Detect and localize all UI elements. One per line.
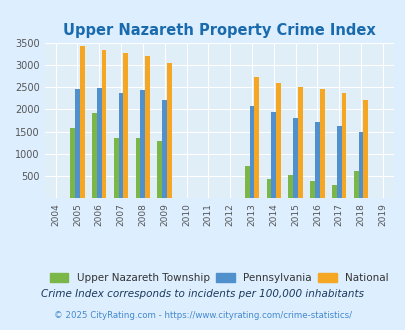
Bar	[288, 175, 292, 198]
Bar	[135, 138, 140, 198]
Bar	[297, 87, 302, 198]
Bar	[353, 171, 358, 198]
Bar	[266, 179, 271, 198]
Bar	[113, 138, 118, 198]
Bar	[275, 83, 280, 198]
Bar	[331, 185, 336, 198]
Bar	[145, 56, 150, 198]
Bar	[309, 181, 314, 198]
Bar	[118, 92, 123, 198]
Bar	[167, 63, 171, 198]
Text: © 2025 CityRating.com - https://www.cityrating.com/crime-statistics/: © 2025 CityRating.com - https://www.city…	[54, 312, 351, 320]
Bar	[70, 128, 75, 198]
Bar	[249, 106, 254, 198]
Title: Upper Nazareth Property Crime Index: Upper Nazareth Property Crime Index	[63, 22, 375, 38]
Bar	[336, 126, 341, 198]
Bar	[75, 89, 80, 198]
Legend: Upper Nazareth Township, Pennsylvania, National: Upper Nazareth Township, Pennsylvania, N…	[45, 268, 392, 287]
Bar	[92, 113, 96, 198]
Bar	[362, 100, 367, 198]
Bar	[319, 88, 324, 198]
Bar	[162, 100, 167, 198]
Bar	[341, 92, 345, 198]
Bar	[157, 141, 162, 198]
Bar	[101, 50, 106, 198]
Bar	[80, 46, 84, 198]
Bar	[244, 166, 249, 198]
Bar	[140, 90, 145, 198]
Bar	[96, 88, 101, 198]
Bar	[292, 118, 297, 198]
Bar	[254, 77, 258, 198]
Text: Crime Index corresponds to incidents per 100,000 inhabitants: Crime Index corresponds to incidents per…	[41, 289, 364, 299]
Bar	[358, 132, 362, 198]
Bar	[314, 122, 319, 198]
Bar	[271, 112, 275, 198]
Bar	[123, 53, 128, 198]
